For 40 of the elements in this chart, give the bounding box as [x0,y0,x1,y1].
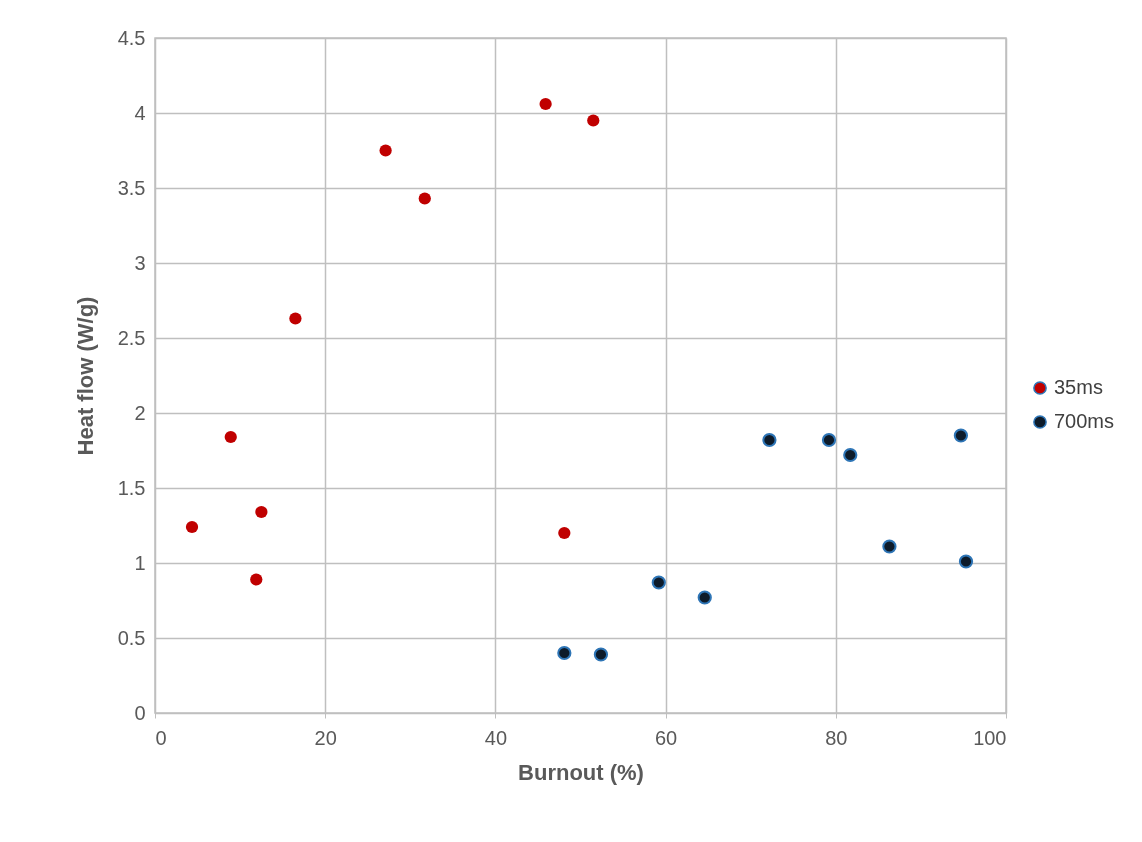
x-tick-label: 60 [654,726,678,749]
point [224,430,237,444]
legend-label: 35ms [1054,376,1103,398]
point [587,114,600,127]
point [250,573,263,586]
y-tick-label: 3.5 [117,176,146,199]
point [882,539,897,554]
point [762,432,777,448]
point [843,447,858,463]
x-tick-label: 40 [484,726,508,749]
y-tick-label: 0 [134,701,146,724]
y-tick-label: 3 [134,251,146,274]
x-tick-label: 20 [314,726,337,749]
x-tick-label: 80 [825,726,848,749]
point [557,645,572,661]
y-tick-label: 1.5 [117,476,146,499]
y-tick-label: 2 [134,401,146,424]
x-tick-label: 0 [155,726,167,749]
x-tick-label: 100 [973,726,1007,749]
point [255,505,268,519]
point [821,432,837,448]
point [289,312,302,325]
y-tick-label: 2.5 [117,326,146,349]
point [185,520,199,534]
y-tick-label: 1 [134,551,146,574]
point [697,590,712,605]
point [651,575,666,590]
y-tick-label: 0.5 [117,626,146,649]
x-axis-title: Burnout (%) [518,759,644,785]
y-axis-title: Heat flow (W/g) [72,296,98,456]
point [539,97,552,111]
y-tick-label: 4 [134,101,146,124]
y-tick-label: 4.5 [117,26,146,49]
point [958,554,974,569]
point [953,428,969,443]
point [379,144,392,157]
legend-label: 700ms [1054,410,1115,432]
point [558,526,571,540]
point [418,192,431,205]
point [593,647,609,662]
